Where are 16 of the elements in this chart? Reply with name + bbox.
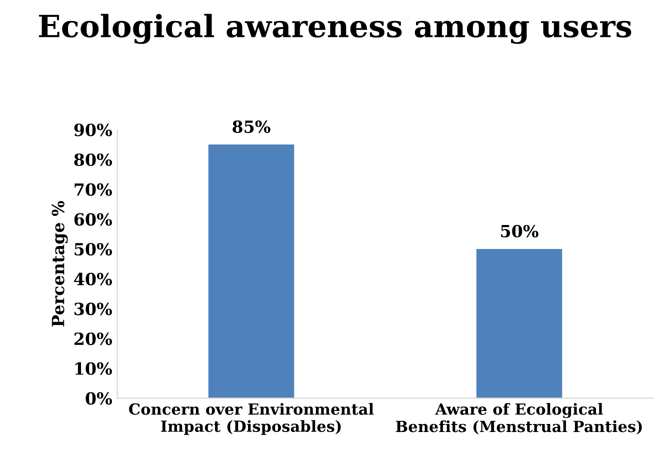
y-tick-label: 80% xyxy=(74,153,112,166)
y-tick-label: 10% xyxy=(75,362,112,375)
x-tick-label: Concern over Environmental Impact (Disposables) xyxy=(129,403,374,435)
x-tick-label: Aware of Ecological Benefits (Menstrual Panties) xyxy=(396,403,642,434)
y-tick-label: 90% xyxy=(74,124,112,136)
y-tick-label: 50% xyxy=(74,242,112,256)
y-tick-label: 60% xyxy=(74,213,112,226)
data-label: 85% xyxy=(232,120,270,133)
y-tick-label: 70% xyxy=(74,183,112,196)
chart-title: Ecological awareness among users xyxy=(38,14,632,44)
y-tick-label: 40% xyxy=(74,272,112,286)
y-axis-title: Percentage % xyxy=(52,200,68,326)
y-tick-label: 30% xyxy=(74,302,112,316)
y-tick-label: 0% xyxy=(86,392,112,405)
y-tick-label: 20% xyxy=(74,332,112,346)
data-label: 50% xyxy=(501,224,538,238)
